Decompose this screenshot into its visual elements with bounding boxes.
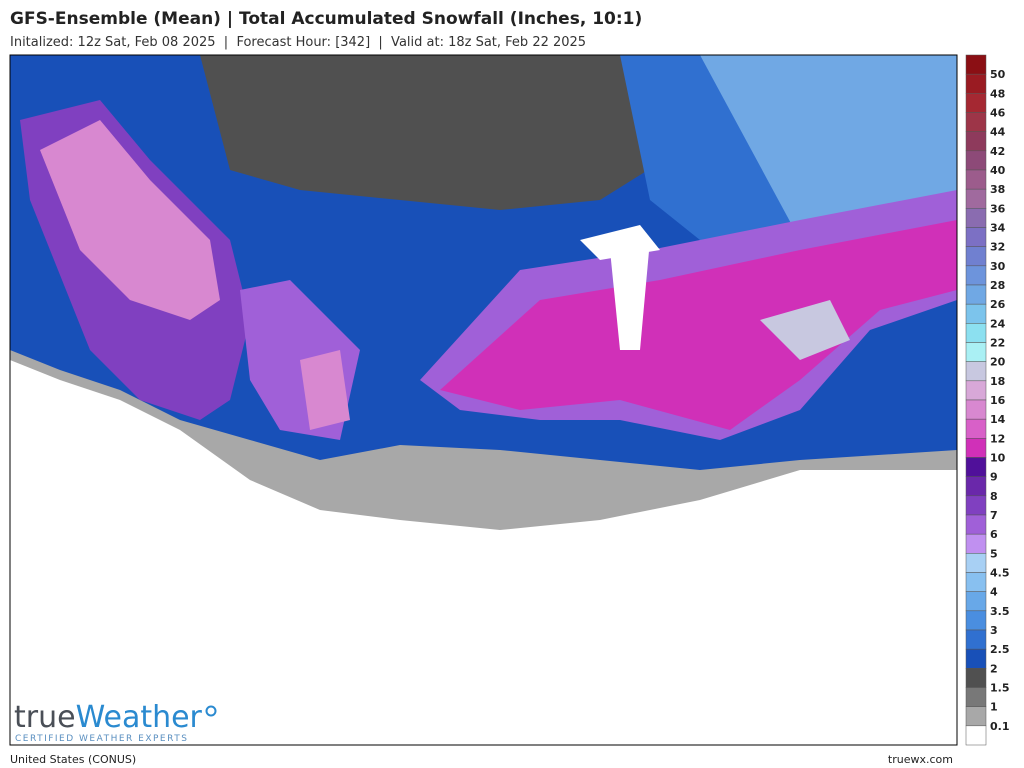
legend-label: 12 bbox=[990, 432, 1005, 445]
logo-text: trueWeather bbox=[14, 700, 203, 735]
legend-label: 30 bbox=[990, 260, 1006, 273]
logo-brand-b: Weather bbox=[76, 700, 203, 735]
legend-swatch bbox=[965, 284, 987, 305]
footer-region: United States (CONUS) bbox=[10, 753, 136, 766]
legend-label: 2 bbox=[990, 662, 998, 675]
legend-label: 20 bbox=[990, 356, 1006, 369]
legend-swatch bbox=[965, 342, 987, 362]
legend-label: 1.5 bbox=[990, 682, 1010, 695]
legend-label: 4 bbox=[990, 586, 998, 599]
logo-tagline: CERTIFIED WEATHER EXPERTS bbox=[15, 734, 188, 744]
legend-swatch bbox=[965, 648, 987, 669]
legend-label: 9 bbox=[990, 471, 998, 484]
legend-swatch bbox=[965, 399, 987, 420]
legend-swatch bbox=[965, 725, 987, 746]
footer-site: truewx.com bbox=[888, 753, 953, 766]
legend-swatch bbox=[965, 93, 987, 113]
legend-label: 42 bbox=[990, 145, 1005, 158]
legend-label: 24 bbox=[990, 317, 1006, 330]
legend-label: 4.5 bbox=[990, 567, 1010, 580]
subtitle: Initalized: 12z Sat, Feb 08 2025 | Forec… bbox=[10, 35, 586, 50]
legend-swatch bbox=[965, 54, 987, 75]
legend-swatch bbox=[965, 514, 987, 535]
legend-swatch bbox=[965, 131, 987, 152]
map bbox=[9, 54, 958, 746]
legend-swatch bbox=[965, 169, 987, 190]
legend-label: 8 bbox=[990, 490, 998, 503]
legend-swatch bbox=[965, 303, 987, 324]
legend-label: 5 bbox=[990, 547, 998, 560]
legend-label: 28 bbox=[990, 279, 1005, 292]
legend-swatch bbox=[965, 438, 987, 458]
legend-label: 46 bbox=[990, 107, 1006, 120]
legend-label: 6 bbox=[990, 528, 998, 541]
legend-label: 32 bbox=[990, 241, 1005, 254]
legend-label: 36 bbox=[990, 202, 1006, 215]
legend-label: 10 bbox=[990, 452, 1006, 465]
legend-swatch bbox=[965, 476, 987, 497]
legend-label: 18 bbox=[990, 375, 1005, 388]
legend-label: 2.5 bbox=[990, 643, 1010, 656]
title: GFS-Ensemble (Mean) | Total Accumulated … bbox=[10, 9, 642, 29]
legend-swatch bbox=[965, 246, 987, 267]
color-legend: 5048464442403836343230282624222018161412… bbox=[965, 54, 1010, 746]
legend-swatch bbox=[965, 265, 987, 286]
legend-swatch bbox=[965, 687, 987, 707]
logo: trueWeather CERTIFIED WEATHER EXPERTS bbox=[14, 700, 217, 744]
legend-label: 38 bbox=[990, 183, 1005, 196]
legend-label: 7 bbox=[990, 509, 998, 522]
legend-label: 26 bbox=[990, 298, 1006, 311]
legend-label: 0.1 bbox=[990, 720, 1010, 733]
legend-swatch bbox=[965, 457, 987, 477]
legend-swatch bbox=[965, 208, 987, 228]
legend-swatch bbox=[965, 150, 987, 171]
legend-label: 3 bbox=[990, 624, 998, 637]
legend-swatch bbox=[965, 610, 987, 631]
legend-swatch bbox=[965, 380, 987, 401]
legend-label: 3.5 bbox=[990, 605, 1010, 618]
legend-swatch bbox=[965, 495, 987, 516]
legend-swatch bbox=[965, 706, 987, 727]
legend-swatch bbox=[965, 418, 987, 439]
legend-swatch bbox=[965, 572, 987, 592]
legend-label: 16 bbox=[990, 394, 1006, 407]
legend-label: 34 bbox=[990, 222, 1006, 235]
legend-label: 22 bbox=[990, 337, 1005, 350]
legend-swatch bbox=[965, 227, 987, 247]
logo-brand-a: true bbox=[14, 700, 76, 735]
legend-swatch bbox=[965, 629, 987, 650]
legend-swatch bbox=[965, 553, 987, 573]
legend-label: 50 bbox=[990, 68, 1006, 81]
legend-label: 40 bbox=[990, 164, 1006, 177]
legend-swatch bbox=[965, 73, 987, 94]
legend-label: 44 bbox=[990, 126, 1006, 139]
legend-swatch bbox=[965, 188, 987, 209]
legend-label: 48 bbox=[990, 87, 1005, 100]
legend-swatch bbox=[965, 668, 987, 688]
legend-label: 14 bbox=[990, 413, 1006, 426]
legend-swatch bbox=[965, 361, 987, 382]
legend-label: 1 bbox=[990, 701, 998, 714]
legend-swatch bbox=[965, 112, 987, 132]
legend-swatch bbox=[965, 323, 987, 343]
legend-swatch bbox=[965, 533, 987, 554]
legend-swatch bbox=[965, 591, 987, 612]
